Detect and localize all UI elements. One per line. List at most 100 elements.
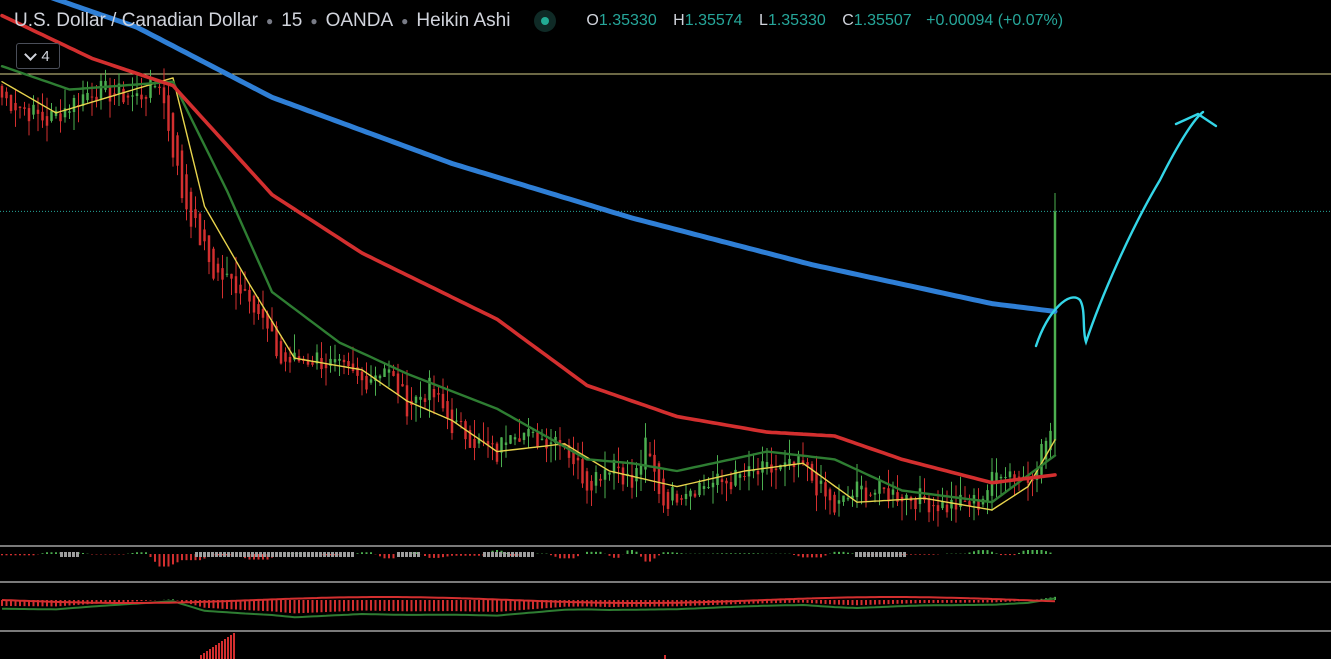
macd-bar (361, 600, 363, 611)
macd-bar (914, 600, 917, 604)
bottom-pane-bar (203, 653, 205, 659)
oscillator-bar (662, 552, 665, 554)
macd-bar (955, 600, 957, 603)
candle-body (162, 87, 166, 104)
oscillator-bar (55, 552, 57, 554)
candle-body (932, 505, 935, 507)
macd-bar (784, 600, 786, 603)
macd-bar (797, 600, 800, 603)
oscillator-bar (356, 553, 359, 554)
macd-bar (442, 600, 444, 612)
candle-body (738, 474, 742, 478)
candle-body (563, 443, 566, 448)
candle-body (914, 499, 917, 510)
signal-marker (203, 552, 206, 557)
candle-body (1017, 476, 1021, 478)
symbol-name[interactable]: U.S. Dollar / Canadian Dollar (14, 10, 258, 31)
macd-bar (509, 600, 512, 611)
macd-bar (496, 600, 498, 612)
candle-body (869, 494, 872, 496)
macd-bar (869, 600, 872, 605)
macd-bar (910, 600, 912, 604)
macd-bar (293, 600, 296, 614)
macd-bar (199, 600, 201, 607)
oscillator-bar (851, 553, 854, 554)
candle-body (774, 468, 778, 471)
indicators-toggle-button[interactable]: 4 (16, 43, 60, 69)
high-label: H (673, 12, 685, 29)
macd-bar (406, 600, 408, 612)
candle-body (941, 501, 944, 509)
candle-body (140, 94, 143, 100)
candle-body (387, 369, 391, 373)
oscillator-bar (734, 553, 737, 554)
signal-marker (511, 552, 514, 557)
interval-label[interactable]: 15 (281, 10, 303, 31)
oscillator-bar (635, 551, 638, 554)
signal-marker (339, 552, 342, 557)
oscillator-bar (923, 554, 926, 555)
macd-bar (865, 600, 867, 605)
candle-body (797, 456, 800, 465)
candle-body (500, 437, 503, 453)
oscillator-bar (28, 554, 30, 556)
macd-bar (208, 600, 210, 608)
signal-marker (287, 552, 290, 557)
oscillator-bar (1045, 551, 1047, 554)
macd-bar (572, 600, 575, 607)
candle-body (342, 359, 346, 363)
macd-bar (41, 600, 44, 607)
macd-bar (433, 600, 435, 612)
candle-body (675, 493, 679, 503)
candle-body (720, 479, 724, 483)
candle-body (572, 451, 575, 465)
macd-bar (424, 600, 426, 612)
macd-bar (559, 600, 561, 608)
signal-marker (275, 552, 278, 557)
macd-bar (136, 600, 138, 602)
oscillator-bar (554, 554, 557, 557)
oscillator-bar (820, 554, 822, 558)
candle-body (1031, 479, 1034, 481)
oscillator-bar (752, 553, 755, 554)
candle-body (671, 487, 674, 501)
signal-marker (247, 552, 250, 557)
candle-body (779, 464, 782, 470)
signal-marker (491, 552, 494, 557)
signal-marker (895, 552, 898, 557)
macd-bar (820, 600, 822, 604)
macd-bar (982, 600, 984, 603)
ohlc-values: O1.35330 H1.35574 L1.35330 C1.35507 +0.0… (586, 12, 1063, 30)
macd-bar (550, 600, 552, 608)
bottom-pane-bar (218, 643, 220, 659)
signal-marker (891, 552, 894, 557)
candle-body (392, 371, 395, 376)
macd-bar (131, 600, 134, 602)
macd-bar (478, 600, 480, 612)
ema-red-line (0, 13, 1057, 485)
macd-bar (1040, 598, 1043, 600)
oscillator-bar (478, 554, 480, 556)
candle-body (1053, 211, 1057, 441)
candle-body (963, 500, 967, 502)
candle-body (126, 95, 130, 98)
oscillator-bar (32, 554, 35, 556)
oscillator-bar (626, 550, 629, 554)
oscillator-bar (842, 551, 845, 554)
candle-body (432, 388, 436, 398)
chart-style-label[interactable]: Heikin Ashi (416, 10, 511, 31)
oscillator-bar (671, 552, 674, 554)
candle-body (1035, 469, 1039, 480)
candle-body (441, 393, 445, 409)
oscillator-bar (910, 554, 912, 555)
macd-bar (1000, 600, 1002, 603)
signal-marker (307, 552, 310, 557)
macd-bar (289, 600, 291, 613)
candle-body (621, 467, 625, 485)
candle-body (473, 439, 476, 448)
candle-body (567, 445, 571, 458)
candle-body (801, 460, 805, 464)
macd-bar (757, 600, 759, 604)
